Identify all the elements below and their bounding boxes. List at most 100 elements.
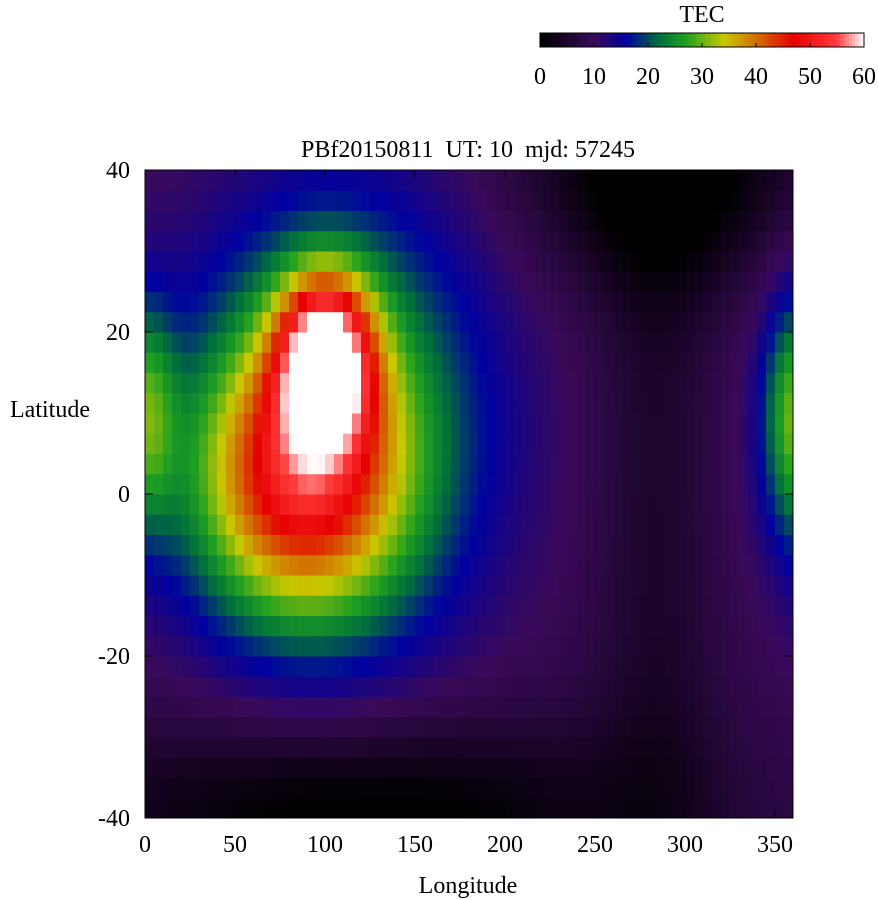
heatmap-cell xyxy=(496,696,506,718)
heatmap-cell xyxy=(469,433,479,454)
heatmap-cell xyxy=(586,352,596,373)
heatmap-cell xyxy=(172,676,182,697)
heatmap-cell xyxy=(784,311,794,333)
heatmap-cell xyxy=(307,190,317,211)
colorbar-segment xyxy=(792,33,796,47)
heatmap-cell xyxy=(262,291,272,313)
heatmap-cell xyxy=(271,311,281,333)
heatmap-cell xyxy=(343,291,353,313)
heatmap-cell xyxy=(298,514,308,535)
heatmap-cell xyxy=(586,392,596,414)
heatmap-cell xyxy=(442,190,452,211)
heatmap-cell xyxy=(460,737,470,758)
heatmap-cell xyxy=(316,291,326,313)
heatmap-cell xyxy=(784,251,794,272)
heatmap-cell xyxy=(640,473,650,495)
heatmap-cell xyxy=(325,514,335,535)
heatmap-cell xyxy=(172,797,182,819)
heatmap-cell xyxy=(541,332,551,353)
heatmap-cell xyxy=(730,656,740,677)
heatmap-cell xyxy=(694,737,704,758)
heatmap-cell xyxy=(262,392,272,414)
heatmap-cell xyxy=(397,230,407,252)
heatmap-cell xyxy=(784,534,794,556)
heatmap-cell xyxy=(685,190,695,211)
colorbar-segment xyxy=(666,33,670,47)
heatmap-cell xyxy=(163,615,173,637)
colorbar-segment xyxy=(621,33,625,47)
heatmap-cell xyxy=(253,210,263,232)
heatmap-cell xyxy=(325,170,335,191)
heatmap-cell xyxy=(559,615,569,637)
heatmap-cell xyxy=(370,757,380,778)
colorbar-segment xyxy=(804,33,808,47)
heatmap-cell xyxy=(496,554,506,576)
heatmap-cell xyxy=(217,494,227,515)
heatmap-cell xyxy=(658,757,668,778)
heatmap-cell xyxy=(739,514,749,535)
heatmap-cell xyxy=(289,797,299,819)
heatmap-cell xyxy=(685,392,695,414)
heatmap-cell xyxy=(595,716,605,738)
colorbar-segment xyxy=(552,33,556,47)
heatmap-cell xyxy=(541,433,551,454)
heatmap-cell xyxy=(226,494,236,515)
heatmap-cell xyxy=(451,797,461,819)
heatmap-cell xyxy=(262,332,272,353)
heatmap-cell xyxy=(235,352,245,373)
x-tick-label: 150 xyxy=(397,832,433,858)
heatmap-cell xyxy=(334,413,344,434)
heatmap-cell xyxy=(442,433,452,454)
heatmap-cell xyxy=(559,635,569,657)
heatmap-cell xyxy=(631,352,641,373)
heatmap-cell xyxy=(379,433,389,454)
heatmap-cell xyxy=(469,575,479,596)
heatmap-cell xyxy=(478,230,488,252)
heatmap-cell xyxy=(496,230,506,252)
heatmap-cell xyxy=(361,473,371,495)
heatmap-cell xyxy=(307,656,317,677)
heatmap-cell xyxy=(667,635,677,657)
heatmap-cell xyxy=(577,190,587,211)
heatmap-cell xyxy=(442,332,452,353)
heatmap-cell xyxy=(550,534,560,556)
heatmap-cell xyxy=(523,595,533,616)
heatmap-cell xyxy=(676,797,686,819)
heatmap-cell xyxy=(586,737,596,758)
heatmap-cell xyxy=(613,676,623,697)
heatmap-cell xyxy=(199,696,209,718)
heatmap-cell xyxy=(784,372,794,394)
heatmap-cell xyxy=(433,696,443,718)
heatmap-cell xyxy=(568,595,578,616)
heatmap-cell xyxy=(685,737,695,758)
heatmap-cell xyxy=(784,696,794,718)
heatmap-cell xyxy=(433,230,443,252)
heatmap-cell xyxy=(343,737,353,758)
heatmap-cell xyxy=(487,494,497,515)
heatmap-cell xyxy=(550,656,560,677)
heatmap-cell xyxy=(352,696,362,718)
heatmap-cell xyxy=(640,737,650,758)
heatmap-cell xyxy=(190,554,200,576)
heatmap-cell xyxy=(154,494,164,515)
heatmap-cell xyxy=(280,392,290,414)
heatmap-cell xyxy=(415,392,425,414)
heatmap-cell xyxy=(712,170,722,191)
heatmap-cell xyxy=(235,696,245,718)
heatmap-cell xyxy=(172,332,182,353)
heatmap-cell xyxy=(631,372,641,394)
heatmap-cell xyxy=(523,797,533,819)
heatmap-cell xyxy=(235,332,245,353)
heatmap-cell xyxy=(748,797,758,819)
heatmap-cell xyxy=(415,372,425,394)
heatmap-cell xyxy=(181,473,191,495)
heatmap-cell xyxy=(190,777,200,799)
heatmap-cell xyxy=(190,716,200,738)
heatmap-cell xyxy=(244,716,254,738)
heatmap-cell xyxy=(352,413,362,434)
heatmap-cell xyxy=(253,291,263,313)
heatmap-cell xyxy=(541,514,551,535)
heatmap-cell xyxy=(307,251,317,272)
heatmap-cell xyxy=(721,352,731,373)
heatmap-cell xyxy=(172,595,182,616)
